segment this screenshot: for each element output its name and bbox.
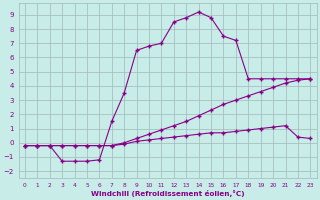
X-axis label: Windchill (Refroidissement éolien,°C): Windchill (Refroidissement éolien,°C): [91, 190, 244, 197]
